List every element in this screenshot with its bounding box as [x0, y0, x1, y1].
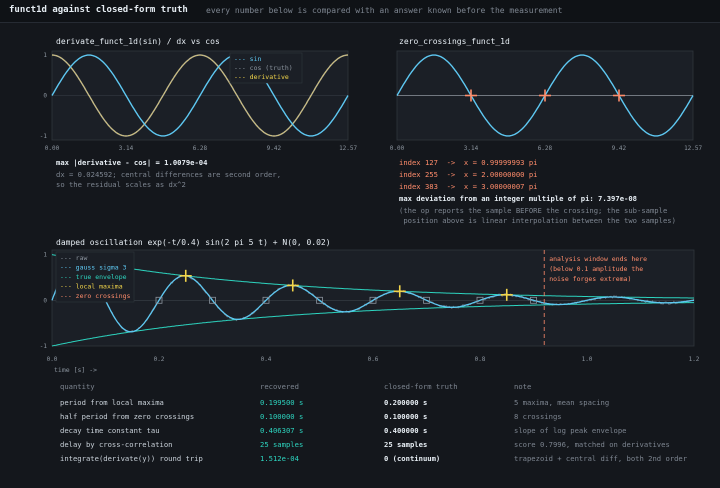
legend-item: --- cos (truth)	[234, 64, 293, 72]
y-tick-label: -1	[40, 133, 48, 140]
zero-crossing-marker	[316, 296, 323, 304]
x-tick-label: 0.2	[154, 356, 165, 363]
x-tick-label: 12.57	[684, 145, 702, 152]
x-tick-label: 12.57	[339, 145, 357, 152]
cell-quantity: delay by cross-correlation	[60, 440, 173, 449]
results-table: quantity recovered closed-form truth not…	[54, 380, 694, 466]
x-tick-label: 0.4	[261, 356, 272, 363]
page-subtitle: every number below is compared with an a…	[206, 6, 563, 15]
y-tick-label: 0	[43, 93, 47, 100]
table-row: delay by cross-correlation 25 samples 25…	[54, 438, 694, 452]
table-row: half period from zero crossings 0.100000…	[54, 410, 694, 424]
derivative-note-2: so the residual scales as dx^2	[56, 180, 186, 189]
window-annotation: noise forges extrema)	[549, 275, 631, 283]
zero-crossing-marker	[209, 296, 216, 304]
header-quantity: quantity	[60, 382, 95, 391]
cell-note: 5 maxima, mean spacing	[514, 398, 610, 407]
y-tick-label: 0	[43, 297, 47, 304]
legend-box	[55, 251, 135, 303]
y-tick-label: -1	[40, 343, 48, 350]
x-axis-label: time [s] ->	[54, 366, 97, 374]
cell-quantity: period from local maxima	[60, 398, 164, 407]
cell-recovered: 0.100000 s	[260, 412, 304, 421]
zero-crossing-marker	[476, 296, 484, 304]
series-gauss	[51, 259, 695, 333]
cell-recovered: 25 samples	[260, 440, 304, 449]
cell-note: score 0.7996, matched on derivatives	[514, 440, 670, 449]
window-annotation: analysis window ends here	[549, 255, 647, 263]
cell-recovered: 0.199500 s	[260, 398, 304, 407]
cell-quantity: integrate(derivate(y)) round trip	[60, 454, 203, 463]
x-tick-label: 0.00	[390, 145, 405, 152]
zero-note-2: position above is linear interpolation b…	[399, 216, 676, 225]
table-row: integrate(derivate(y)) round trip 1.512e…	[54, 452, 694, 466]
x-tick-label: 3.14	[119, 145, 134, 152]
series-derivative	[51, 54, 349, 137]
cell-recovered: 1.512e-04	[260, 454, 299, 463]
cell-note: 8 crossings	[514, 412, 562, 421]
cell-quantity: half period from zero crossings	[60, 412, 195, 421]
header-recovered: recovered	[260, 382, 299, 391]
zero-note-1: (the op reports the sample BEFORE the cr…	[399, 206, 668, 215]
cell-truth: 0 (continuum)	[384, 454, 441, 463]
cell-recovered: 0.406307 s	[260, 426, 304, 435]
cell-note: trapezoid + central diff, both 2nd order	[514, 454, 688, 463]
x-tick-label: 1.0	[582, 356, 593, 363]
legend-item: --- raw	[60, 254, 87, 262]
legend-item: --- true envelope	[60, 273, 127, 281]
x-tick-label: 9.42	[267, 145, 282, 152]
legend-item: --- sin	[234, 55, 261, 63]
header-bar: funct1d against closed-form truth every …	[0, 0, 720, 23]
cell-truth: 0.200000 s	[384, 398, 428, 407]
table-header: quantity recovered closed-form truth not…	[54, 380, 694, 396]
x-tick-label: 9.42	[612, 145, 627, 152]
derivative-panel-title: derivate_funct_1d(sin) / dx vs cos	[56, 37, 220, 46]
crossing-line-2: index 255 -> x = 2.00000000 pi	[399, 170, 538, 179]
page-title: funct1d against closed-form truth	[9, 5, 188, 15]
cell-truth: 0.400000 s	[384, 426, 428, 435]
x-tick-label: 1.2	[689, 356, 700, 363]
y-tick-label: 1	[43, 52, 47, 59]
table-row: period from local maxima 0.199500 s 0.20…	[54, 396, 694, 410]
zero-crossing-marker	[423, 296, 430, 304]
x-tick-label: 0.00	[45, 145, 60, 152]
cell-note: slope of log peak envelope	[514, 426, 627, 435]
x-tick-label: 0.8	[475, 356, 486, 363]
zero-crossing-marker	[262, 296, 270, 304]
max-deviation: max deviation from an integer multiple o…	[399, 194, 637, 203]
series-envelope-upper	[51, 254, 694, 299]
series-envelope-lower	[51, 302, 694, 347]
x-tick-label: 0.6	[368, 356, 379, 363]
legend-item: --- gauss sigma 3	[60, 264, 127, 272]
cell-truth: 0.100000 s	[384, 412, 428, 421]
zero-panel-title: zero_crossings_funct_1d	[399, 37, 510, 46]
legend-item: --- derivative	[234, 73, 289, 81]
header-truth: closed-form truth	[384, 382, 458, 391]
zero-crossing-marker	[155, 296, 163, 304]
damped-plot-area	[51, 249, 695, 347]
damped-panel-title: damped oscillation exp(-t/0.4) sin(2 pi …	[56, 238, 331, 247]
crossing-line-1: index 127 -> x = 0.99999993 pi	[399, 158, 538, 167]
x-tick-label: 6.28	[193, 145, 208, 152]
cell-quantity: decay time constant tau	[60, 426, 160, 435]
table-row: decay time constant tau 0.406307 s 0.400…	[54, 424, 694, 438]
legend-item: --- zero crossings	[60, 292, 131, 300]
header-note: note	[514, 382, 532, 391]
cell-truth: 25 samples	[384, 440, 428, 449]
derivative-stat: max |derivative - cos| = 1.0079e-04	[56, 158, 208, 167]
x-tick-label: 0.0	[47, 356, 58, 363]
legend-item: --- local maxima	[60, 283, 123, 291]
legend-box	[229, 52, 303, 84]
window-annotation: (below 0.1 amplitude the	[549, 265, 643, 273]
y-tick-label: 1	[43, 252, 47, 259]
zero-crossing-marker	[530, 296, 537, 304]
zero-crossing-marker	[369, 296, 377, 304]
x-tick-label: 6.28	[538, 145, 553, 152]
crossing-line-3: index 383 -> x = 3.00000007 pi	[399, 182, 538, 191]
derivative-note-1: dx = 0.024592; central differences are s…	[56, 170, 282, 179]
series-sin	[51, 54, 349, 137]
x-tick-label: 3.14	[464, 145, 479, 152]
